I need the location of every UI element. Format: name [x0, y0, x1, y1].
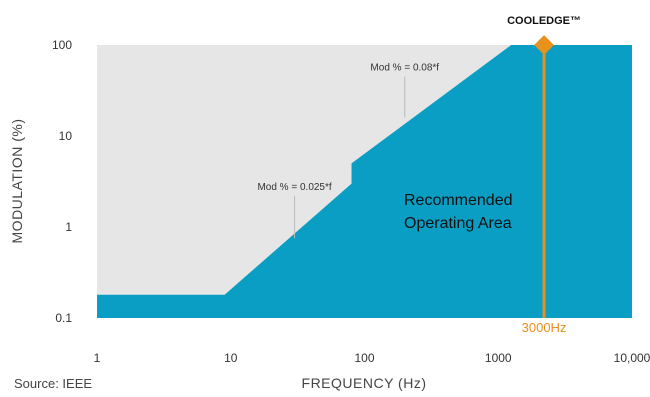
annotation-label: Mod % = 0.025*f [257, 182, 331, 193]
region-label-line2: Operating Area [404, 215, 512, 232]
y-tick-label: 100 [52, 38, 72, 52]
annotation-label: Mod % = 0.08*f [370, 63, 439, 74]
x-tick-label: 1 [94, 351, 101, 365]
x-tick-label: 10 [224, 351, 238, 365]
region-label-line1: Recommended [404, 192, 513, 209]
recommended-operating-area [97, 45, 632, 318]
y-tick-label: 0.1 [55, 311, 72, 325]
x-axis-title: FREQUENCY (Hz) [302, 375, 427, 391]
x-tick-label: 1000 [485, 351, 512, 365]
x-tick-label: 10,000 [614, 351, 650, 365]
marker-label: 3000Hz [522, 320, 567, 335]
x-tick-label: 100 [354, 351, 374, 365]
y-axis-title: MODULATION (%) [9, 119, 25, 244]
y-tick-label: 1 [65, 220, 72, 234]
marker-brand: COOLEDGE™ [507, 15, 581, 27]
source-note: Source: IEEE [14, 376, 92, 391]
y-tick-label: 10 [59, 129, 73, 143]
